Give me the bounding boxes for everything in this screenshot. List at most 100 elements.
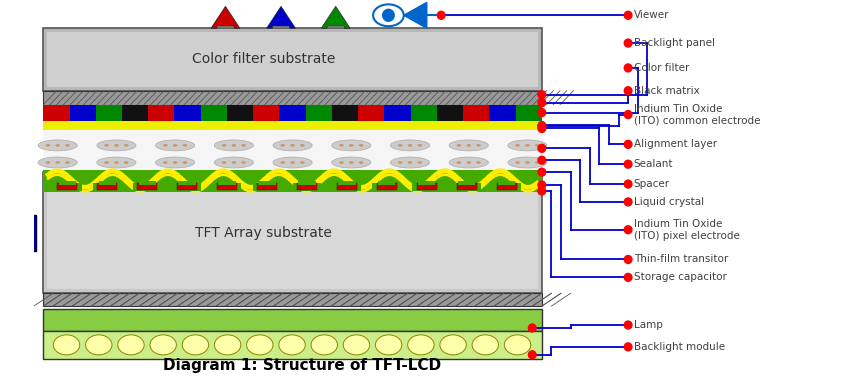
Bar — [133, 183, 162, 191]
Circle shape — [624, 226, 632, 234]
Ellipse shape — [97, 157, 136, 168]
Ellipse shape — [290, 161, 295, 164]
Ellipse shape — [408, 161, 412, 164]
Bar — [43, 130, 541, 170]
Ellipse shape — [349, 161, 354, 164]
Ellipse shape — [156, 157, 195, 168]
Bar — [458, 181, 475, 185]
Ellipse shape — [231, 144, 236, 147]
Circle shape — [624, 343, 632, 351]
Bar — [122, 105, 148, 120]
Circle shape — [529, 324, 536, 332]
Bar — [377, 183, 397, 190]
Ellipse shape — [114, 161, 119, 164]
Circle shape — [624, 160, 632, 168]
Circle shape — [529, 351, 536, 359]
Text: Liquid crystal: Liquid crystal — [634, 197, 704, 207]
Ellipse shape — [398, 161, 403, 164]
Bar — [43, 293, 541, 306]
Bar — [174, 105, 201, 120]
Ellipse shape — [105, 161, 109, 164]
Ellipse shape — [114, 144, 119, 147]
Bar — [332, 183, 361, 191]
Ellipse shape — [214, 140, 253, 151]
Ellipse shape — [222, 161, 226, 164]
Polygon shape — [404, 2, 427, 28]
FancyArrow shape — [211, 6, 240, 28]
Ellipse shape — [241, 144, 246, 147]
Ellipse shape — [359, 144, 364, 147]
Bar — [43, 172, 541, 293]
Bar — [492, 183, 521, 191]
Bar — [93, 183, 122, 191]
Ellipse shape — [105, 144, 109, 147]
Ellipse shape — [373, 4, 404, 26]
Bar — [412, 183, 441, 191]
Ellipse shape — [290, 144, 295, 147]
Ellipse shape — [504, 335, 530, 355]
Ellipse shape — [311, 335, 337, 355]
Circle shape — [624, 140, 632, 148]
Bar — [217, 183, 237, 190]
Ellipse shape — [150, 335, 177, 355]
Bar — [43, 105, 70, 120]
Ellipse shape — [359, 161, 364, 164]
Circle shape — [538, 125, 546, 133]
Bar — [258, 181, 275, 185]
Ellipse shape — [55, 144, 60, 147]
Ellipse shape — [246, 335, 273, 355]
Circle shape — [624, 321, 632, 329]
Bar — [306, 105, 332, 120]
Ellipse shape — [65, 144, 70, 147]
Bar — [148, 105, 174, 120]
Bar — [490, 105, 516, 120]
Ellipse shape — [408, 335, 434, 355]
Ellipse shape — [46, 144, 50, 147]
Bar — [332, 105, 358, 120]
Bar — [178, 181, 196, 185]
Ellipse shape — [214, 335, 241, 355]
Ellipse shape — [38, 140, 77, 151]
Bar — [253, 105, 280, 120]
Ellipse shape — [343, 335, 370, 355]
Text: Color filter substrate: Color filter substrate — [192, 52, 336, 66]
Ellipse shape — [65, 161, 70, 164]
Ellipse shape — [222, 144, 226, 147]
Ellipse shape — [173, 161, 178, 164]
Text: Driver IC: Driver IC — [0, 228, 31, 237]
Ellipse shape — [183, 161, 187, 164]
Ellipse shape — [339, 161, 344, 164]
Bar — [418, 181, 435, 185]
Bar — [384, 105, 411, 120]
Ellipse shape — [376, 335, 402, 355]
Circle shape — [538, 108, 546, 117]
Circle shape — [624, 198, 632, 206]
Text: TFT Array substrate: TFT Array substrate — [196, 226, 332, 240]
Ellipse shape — [535, 144, 540, 147]
Ellipse shape — [124, 161, 128, 164]
Bar — [257, 183, 277, 190]
Ellipse shape — [54, 335, 80, 355]
Ellipse shape — [349, 144, 354, 147]
Bar — [463, 105, 490, 120]
Bar — [280, 105, 306, 120]
Ellipse shape — [97, 140, 136, 151]
Ellipse shape — [525, 144, 530, 147]
Bar — [137, 183, 157, 190]
Bar — [43, 309, 541, 331]
Circle shape — [624, 111, 632, 118]
Text: Black matrix: Black matrix — [634, 86, 700, 96]
Ellipse shape — [38, 157, 77, 168]
Circle shape — [538, 156, 546, 164]
Bar — [516, 105, 541, 120]
Text: Color filter: Color filter — [634, 63, 689, 73]
Ellipse shape — [449, 157, 488, 168]
Ellipse shape — [273, 157, 312, 168]
Bar — [96, 105, 122, 120]
Ellipse shape — [118, 335, 144, 355]
Ellipse shape — [390, 140, 429, 151]
Text: Alignment layer: Alignment layer — [634, 139, 717, 149]
Bar — [173, 183, 201, 191]
Ellipse shape — [449, 140, 488, 151]
Text: Thin-film transitor: Thin-film transitor — [634, 254, 728, 264]
